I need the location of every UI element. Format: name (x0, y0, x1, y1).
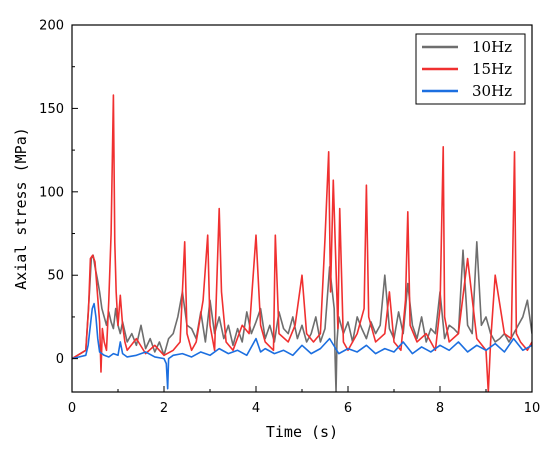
series-line-10hz (72, 241, 532, 392)
series-line-15hz (72, 94, 532, 392)
x-tick-label: 8 (436, 401, 444, 416)
y-axis-title: Axial stress (MPa) (12, 127, 30, 290)
legend-box (415, 33, 526, 105)
legend-label-15hz: 15Hz (472, 60, 512, 78)
x-tick-label: 6 (344, 401, 352, 416)
legend-label-10hz: 10Hz (472, 38, 512, 56)
legend-label-30hz: 30Hz (472, 82, 512, 100)
y-tick-label: 50 (47, 269, 64, 284)
y-tick-label: 150 (39, 102, 64, 117)
series-layer (72, 94, 532, 392)
x-tick-label: 0 (68, 401, 76, 416)
x-tick-label: 4 (252, 401, 260, 416)
x-axis-title: Time (s) (266, 423, 338, 441)
y-tick-label: 0 (56, 352, 64, 367)
series-line-30hz (72, 302, 532, 390)
y-tick-label: 100 (39, 185, 64, 200)
y-tick-label: 200 (39, 19, 64, 34)
legend: 10Hz 15Hz 30Hz (415, 33, 526, 105)
x-tick-label: 2 (160, 401, 168, 416)
x-tick-label: 10 (524, 401, 541, 416)
